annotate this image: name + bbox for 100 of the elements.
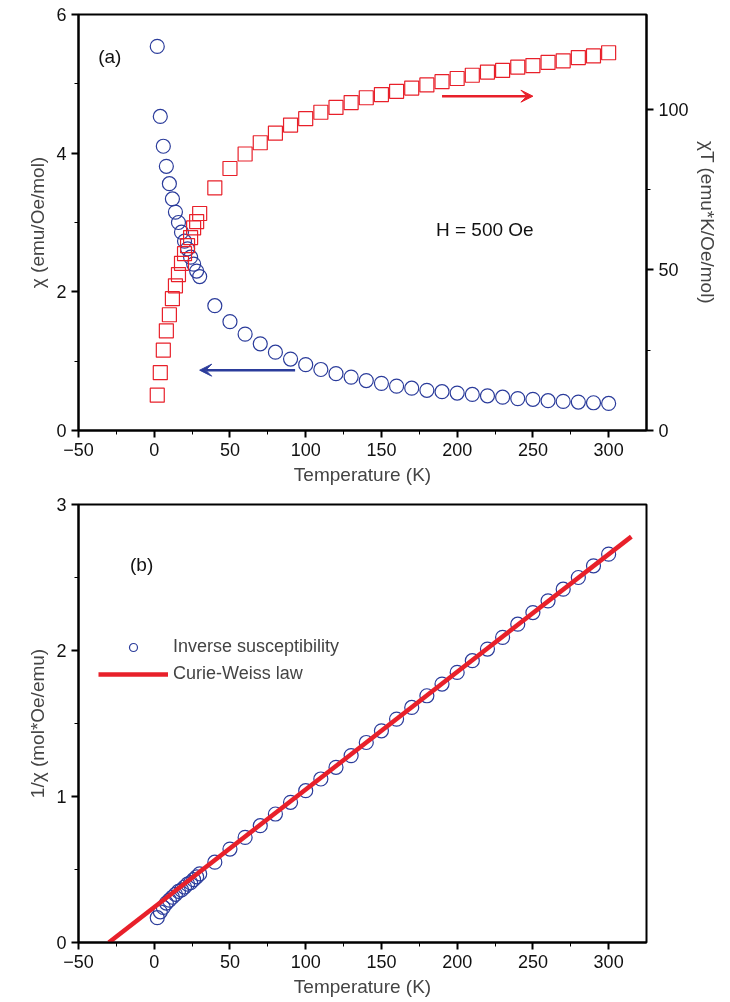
point (186, 220, 202, 236)
point (170, 266, 187, 283)
point (189, 213, 205, 230)
point (601, 395, 617, 412)
point (149, 38, 165, 54)
x-tick-label: 250 (517, 951, 548, 972)
point (313, 361, 329, 378)
point (155, 342, 171, 358)
point (267, 806, 284, 822)
point (282, 351, 299, 367)
x-axis-title: Temperature (K) (293, 463, 432, 485)
y-tick-label: 6 (56, 5, 67, 25)
point (267, 125, 284, 141)
point (358, 734, 374, 751)
point (479, 388, 496, 404)
point (173, 224, 190, 240)
y-tick-label: 0 (56, 933, 67, 953)
x-tick-label: 50 (219, 951, 240, 972)
point (388, 378, 405, 394)
x-tick-label: 200 (442, 439, 473, 460)
point (479, 641, 496, 657)
x-tick-label: 50 (219, 439, 240, 460)
y-tick-label: 2 (56, 282, 67, 303)
x-tick-label: 100 (290, 439, 321, 460)
point (161, 307, 177, 323)
x-tick-label: 300 (593, 439, 624, 460)
point (176, 233, 193, 249)
point (479, 64, 496, 80)
point (343, 94, 359, 111)
point (373, 86, 390, 103)
x-tick-label: −50 (63, 439, 94, 460)
point (158, 323, 174, 339)
point (540, 593, 556, 609)
point (328, 366, 344, 382)
point (434, 384, 450, 400)
point (495, 629, 511, 645)
y2-axis-title: χT (emu*K/Oe/mol) (696, 140, 718, 304)
point (525, 604, 541, 621)
point (158, 158, 174, 174)
point (176, 246, 193, 262)
point (510, 616, 526, 632)
point (186, 256, 202, 272)
point (192, 268, 208, 285)
point (373, 723, 390, 739)
point (167, 278, 184, 294)
x-tick-label: 250 (517, 439, 548, 460)
x-axis-title: Temperature (K) (293, 975, 432, 997)
y2-tick-label: 50 (658, 260, 679, 281)
point (555, 581, 571, 597)
point (525, 391, 541, 407)
point (149, 910, 165, 926)
annotation: H = 500 Oe (435, 218, 534, 240)
point (237, 326, 253, 342)
point (601, 546, 617, 562)
point (570, 49, 586, 66)
point (540, 393, 556, 409)
point (585, 48, 602, 64)
y-axis-title: χ (emu/Oe/mol) (27, 156, 49, 289)
point (267, 344, 284, 360)
legend-label: Inverse susceptibility (173, 636, 340, 657)
point (404, 380, 420, 396)
point (449, 385, 465, 401)
point (173, 255, 190, 271)
point (449, 70, 465, 87)
point (252, 818, 268, 834)
point (298, 111, 314, 127)
point (434, 676, 450, 692)
point (237, 146, 253, 162)
point (152, 108, 168, 125)
y2-tick-label: 0 (658, 421, 669, 441)
point (313, 104, 329, 120)
point (495, 389, 511, 405)
point (555, 53, 571, 69)
x-tick-label: 0 (149, 951, 160, 972)
y-axis-title: 1/χ (mol*Oe/emu) (27, 648, 49, 799)
point (207, 180, 223, 196)
point (328, 759, 344, 775)
x-tick-label: 200 (442, 951, 473, 972)
point (343, 748, 359, 764)
point (207, 298, 223, 314)
point (152, 365, 168, 381)
legend-label: Curie-Weiss law (173, 663, 303, 684)
point (222, 841, 238, 857)
point (388, 83, 405, 99)
point (182, 230, 199, 246)
point (570, 569, 586, 586)
point (170, 214, 187, 231)
point (464, 653, 480, 669)
point (510, 391, 526, 407)
annotation: (b) (130, 553, 154, 575)
point (388, 711, 405, 727)
point (161, 176, 177, 192)
x-tick-label: 300 (593, 951, 624, 972)
point (164, 191, 181, 207)
point (149, 387, 165, 403)
x-tick-label: 100 (290, 951, 321, 972)
point (343, 369, 359, 385)
point (434, 74, 450, 90)
point (464, 67, 480, 83)
x-tick-label: 150 (366, 439, 397, 460)
